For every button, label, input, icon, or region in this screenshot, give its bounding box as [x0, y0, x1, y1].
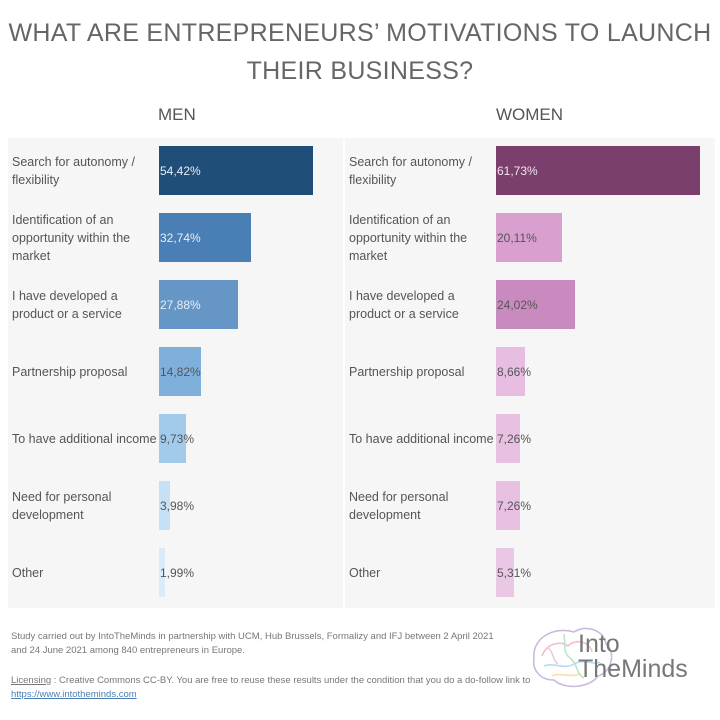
logo-line-1: Into	[578, 630, 620, 658]
data-label-women: 7,26%	[497, 498, 532, 513]
panel-divider	[343, 138, 345, 608]
bar-women	[496, 280, 576, 329]
category-label-women: Identification of an opportunity within …	[349, 212, 468, 263]
category-label-men: Other	[12, 565, 44, 580]
brain-logo-icon	[532, 627, 613, 688]
data-label-men: 14,82%	[160, 364, 201, 379]
men-panel: Search for autonomy / flexibility 54,42% I…	[8, 138, 343, 608]
data-label-men: 54,42%	[160, 163, 201, 178]
bar-men	[159, 481, 171, 530]
data-label-men: 3,98%	[160, 498, 195, 513]
data-label-men: 1,99%	[160, 565, 195, 580]
women-bars: Search for autonomy / flexibility 61,73% I…	[345, 138, 715, 608]
category-label-men: Identification of an opportunity within …	[12, 212, 131, 263]
logo-line-2: TheMinds	[578, 655, 688, 683]
chart-title-text: WHAT ARE ENTREPRENEURS’ MOTIVATIONS TO L…	[8, 19, 712, 85]
category-label-women: Other	[349, 565, 381, 580]
data-label-men: 9,73%	[160, 431, 195, 446]
category-label-men: I have developed a product or a service	[12, 288, 122, 321]
category-label-women: To have additional income	[349, 431, 494, 446]
bar-women	[496, 548, 514, 597]
data-label-women: 8,66%	[497, 364, 532, 379]
bar-women	[496, 213, 563, 262]
women-panel: Search for autonomy / flexibility 61,73% I…	[345, 138, 715, 608]
logo-wordmark: Into TheMinds	[578, 632, 688, 682]
men-bars: Search for autonomy / flexibility 54,42% I…	[8, 138, 343, 608]
category-label-men: Search for autonomy / flexibility	[12, 154, 135, 187]
category-label-women: Search for autonomy / flexibility	[349, 154, 472, 187]
bar-women	[496, 414, 520, 463]
license-text: : Creative Commons CC-BY. You are free t…	[51, 675, 531, 686]
study-note: Study carried out by IntoTheMinds in par…	[11, 631, 494, 656]
data-label-women: 24,02%	[497, 297, 538, 312]
data-label-women: 61,73%	[497, 163, 538, 178]
bar-women	[496, 481, 520, 530]
license-note: Licensing : Creative Commons CC-BY. You …	[11, 674, 531, 702]
data-label-men: 27,88%	[160, 297, 201, 312]
category-label-men: Partnership proposal	[12, 364, 128, 379]
bar-women	[496, 146, 701, 195]
data-label-women: 20,11%	[497, 230, 537, 245]
bar-men	[159, 213, 252, 262]
bar-women	[496, 347, 525, 396]
license-label: Licensing	[11, 675, 52, 686]
men-panel-heading: MEN	[158, 105, 196, 124]
bar-men	[159, 347, 201, 396]
category-label-women: Need for personal development	[349, 489, 449, 522]
license-link[interactable]: https://www.intotheminds.com	[11, 689, 137, 700]
bar-men	[159, 548, 165, 597]
category-label-women: Partnership proposal	[349, 364, 465, 379]
data-label-men: 32,74%	[160, 230, 201, 245]
data-label-women: 5,31%	[497, 565, 532, 580]
bar-men	[159, 280, 238, 329]
women-panel-heading: WOMEN	[496, 105, 564, 124]
category-label-women: I have developed a product or a service	[349, 288, 459, 321]
bar-men	[159, 414, 187, 463]
category-label-men: Need for personal development	[12, 489, 112, 522]
data-label-women: 7,26%	[497, 431, 532, 446]
chart-title: WHAT ARE ENTREPRENEURS’ MOTIVATIONS TO L…	[0, 14, 720, 90]
bar-men	[159, 146, 313, 195]
category-label-men: To have additional income	[12, 431, 157, 446]
